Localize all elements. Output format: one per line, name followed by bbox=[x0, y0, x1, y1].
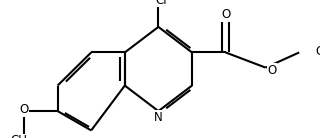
Text: CH₃: CH₃ bbox=[10, 134, 32, 138]
Text: CH₃: CH₃ bbox=[315, 45, 320, 58]
Text: Cl: Cl bbox=[156, 0, 167, 6]
Text: N: N bbox=[154, 111, 163, 124]
Text: O: O bbox=[221, 8, 230, 21]
Text: O: O bbox=[268, 64, 276, 77]
Text: O: O bbox=[20, 103, 28, 116]
